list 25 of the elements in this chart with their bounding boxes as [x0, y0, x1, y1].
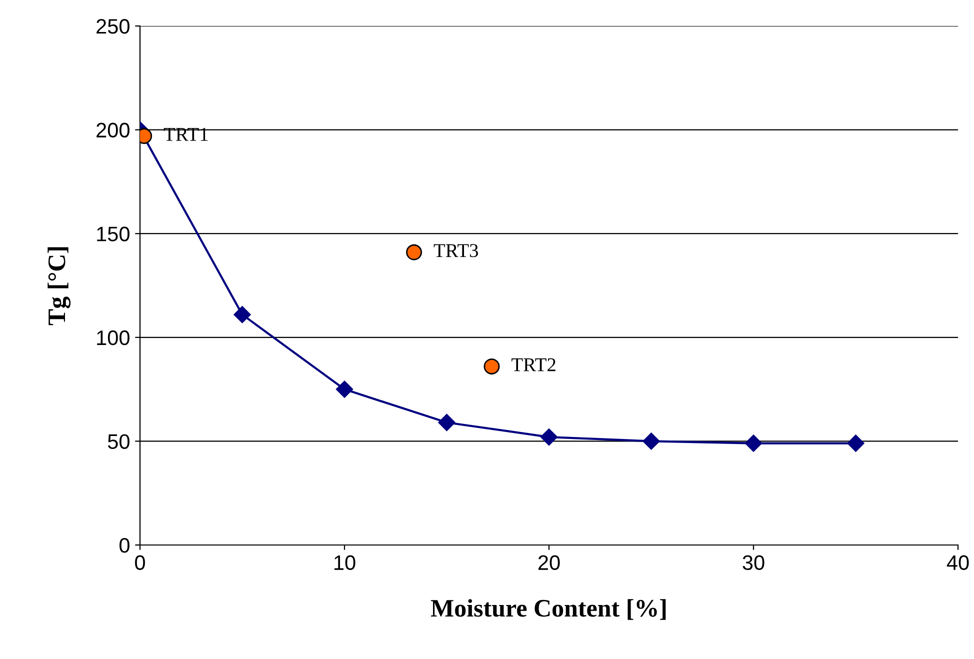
x-tick-label: 30: [742, 555, 764, 570]
annotation: TRT2: [512, 358, 556, 372]
annotation: TRT3: [434, 244, 478, 258]
y-axis-title: Tg [°C]: [48, 247, 71, 326]
point: [540, 428, 558, 446]
y-tick-label: 200: [96, 122, 130, 138]
point: [406, 244, 422, 260]
y-tick-label: 250: [96, 19, 130, 34]
point: [484, 358, 500, 374]
x-axis-title: Moisture Content [%]: [430, 599, 666, 620]
x-tick-label: 0: [135, 555, 145, 570]
x-tick-label: 10: [334, 555, 356, 570]
x-tick-label: 20: [538, 555, 560, 570]
point: [642, 432, 660, 450]
point: [438, 414, 456, 432]
point: [336, 380, 354, 398]
point: [234, 306, 251, 324]
y-tick-label: 100: [97, 330, 130, 346]
y-tick-label: 150: [97, 226, 130, 242]
point: [744, 434, 762, 452]
y-tick-label: 0: [120, 538, 130, 553]
point: [847, 434, 864, 452]
annotation: TRT1: [164, 128, 208, 141]
y-tick-label: 50: [108, 434, 130, 449]
x-tick-label: 40: [946, 555, 969, 570]
